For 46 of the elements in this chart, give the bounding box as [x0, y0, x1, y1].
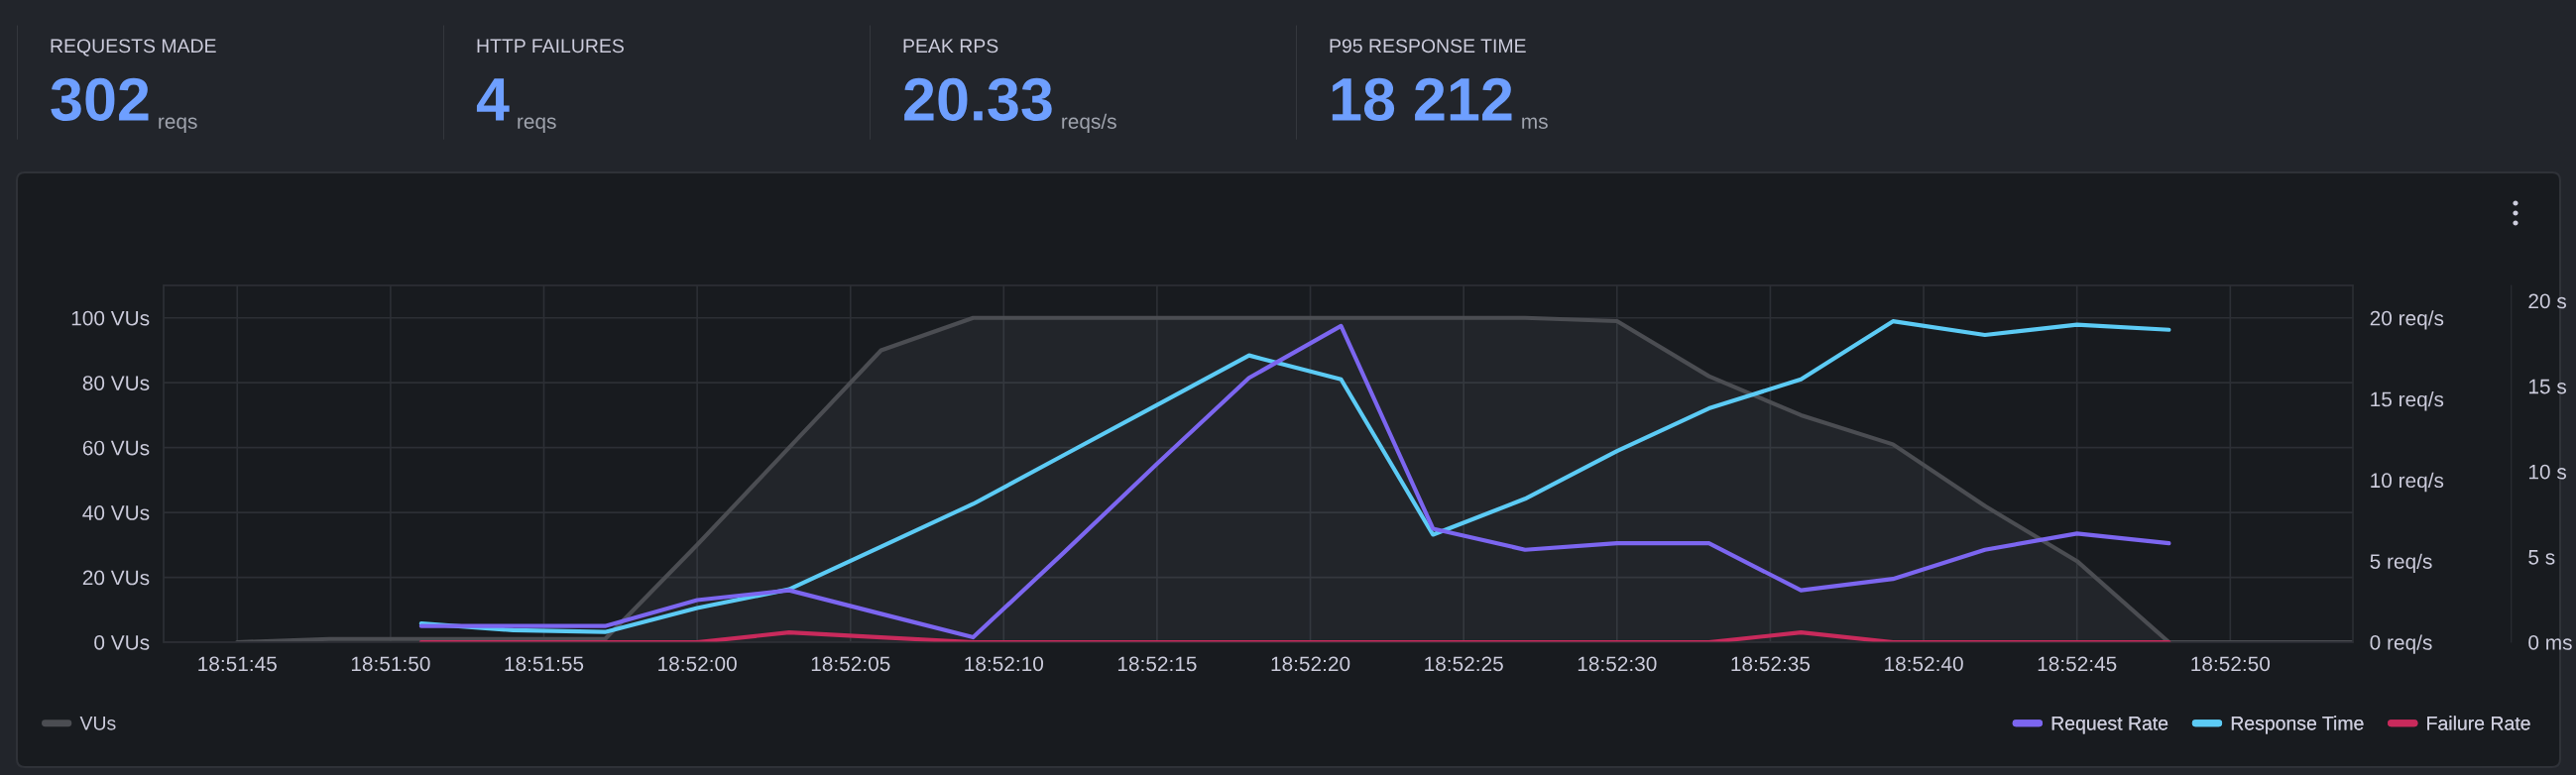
y3-tick-label: 5 s — [2528, 550, 2555, 565]
text: ms — [1522, 117, 1548, 129]
y-tick-label: 40 VUs — [82, 505, 150, 520]
y-tick-label: 80 VUs — [82, 376, 150, 390]
y2-tick-label: 5 req/s — [2370, 553, 2432, 574]
x-tick-label: 18:52:35 — [1731, 656, 1811, 672]
text: HTTP FAILURES — [477, 39, 624, 54]
y-tick-label: 20 VUs — [82, 570, 150, 586]
y2-tick-label: 0 req/s — [2370, 634, 2432, 654]
x-tick-label: 18:52:30 — [1578, 656, 1657, 672]
text: PEAK RPS — [903, 39, 998, 54]
text: reqs — [159, 117, 197, 134]
y2-tick-label: 15 req/s — [2371, 391, 2444, 411]
x-tick-label: 18:52:20 — [1271, 656, 1350, 672]
y-tick-label: 60 VUs — [82, 440, 150, 456]
legend-label: Request Rate — [2051, 717, 2168, 734]
y2-tick-label: 10 req/s — [2371, 472, 2444, 493]
y-tick-label: 100 VUs — [71, 310, 150, 326]
x-tick-label: 18:52:10 — [965, 656, 1044, 672]
legend-label: Response Time — [2231, 716, 2364, 734]
y3-tick-label: 0 ms — [2528, 635, 2572, 650]
legend-label: VUs — [79, 717, 116, 730]
text: 20.33 — [904, 77, 1052, 122]
x-tick-label: 18:51:50 — [351, 656, 430, 672]
y-tick-label: 0 VUs — [94, 635, 150, 650]
text: reqs/s — [1062, 113, 1116, 134]
x-tick-label: 18:52:50 — [2191, 656, 2271, 672]
x-tick-label: 18:52:00 — [658, 656, 737, 672]
y3-tick-label: 15 s — [2528, 379, 2567, 394]
text: P95 RESPONSE TIME — [1330, 39, 1526, 54]
x-tick-label: 18:52:25 — [1425, 656, 1503, 672]
x-tick-label: 18:52:15 — [1117, 656, 1197, 672]
x-tick-label: 18:51:55 — [505, 656, 584, 672]
text: reqs — [518, 117, 556, 134]
legend-label: Failure Rate — [2427, 716, 2530, 730]
text: 4 — [476, 78, 510, 121]
x-tick-label: 18:52:40 — [1885, 656, 1963, 672]
y3-tick-label: 20 s — [2528, 293, 2567, 309]
y2-tick-label: 20 req/s — [2370, 310, 2444, 330]
x-tick-label: 18:51:45 — [198, 656, 277, 672]
x-tick-label: 18:52:45 — [2038, 656, 2117, 672]
y3-tick-label: 10 s — [2528, 464, 2567, 480]
text: 18 212 — [1332, 77, 1512, 121]
x-tick-label: 18:52:05 — [811, 656, 890, 672]
text: 302 — [51, 77, 149, 122]
text: REQUESTS MADE — [51, 39, 216, 56]
